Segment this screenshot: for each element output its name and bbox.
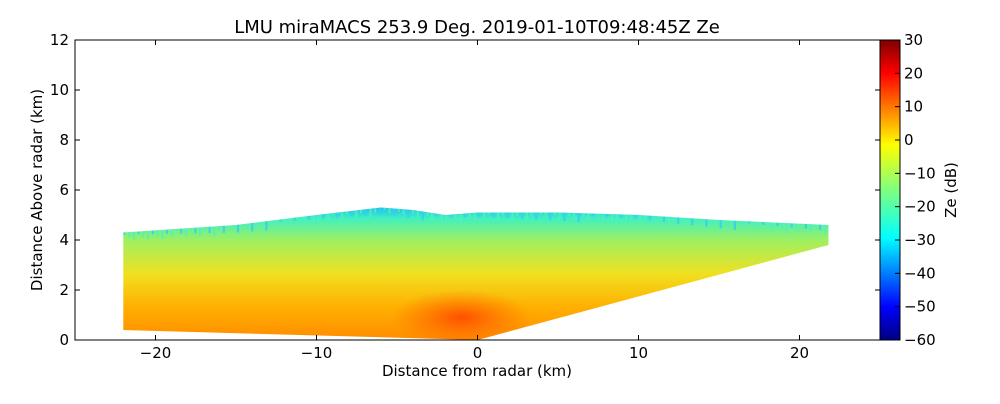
reflectivity-field (123, 207, 829, 340)
x-tick-label: 10 (629, 344, 648, 362)
reflectivity-area (123, 207, 829, 340)
colorbar-tick-label: −10 (904, 164, 936, 182)
y-tick-label: 6 (59, 181, 69, 199)
y-tick-label: 2 (59, 281, 69, 299)
y-tick-label: 8 (59, 131, 69, 149)
colorbar-tick-label: −60 (904, 331, 936, 349)
y-axis: 0 2 4 6 8 10 12 (50, 31, 880, 349)
x-tick-label: 0 (473, 344, 483, 362)
y-tick-label: 4 (59, 231, 69, 249)
colorbar-tick-label: 0 (904, 131, 914, 149)
x-tick-label: −20 (140, 344, 172, 362)
colorbar-tick-label: 20 (904, 64, 923, 82)
reflectivity-texture (123, 207, 829, 340)
x-tick-label: −10 (301, 344, 333, 362)
colorbar-tick-label: −20 (904, 198, 936, 216)
x-tick-label: 20 (790, 344, 809, 362)
y-tick-label: 0 (59, 331, 69, 349)
x-axis: −20 −10 0 10 20 (140, 40, 809, 362)
colorbar-ticks: −60 −50 −40 −30 −20 −10 0 10 20 30 (895, 31, 936, 349)
x-axis-label: Distance from radar (km) (382, 362, 572, 380)
colorbar-tick-label: −40 (904, 264, 936, 282)
colorbar-tick-label: 30 (904, 31, 923, 49)
chart-title: LMU miraMACS 253.9 Deg. 2019-01-10T09:48… (234, 17, 720, 38)
y-axis-label: Distance Above radar (km) (28, 89, 46, 291)
colorbar-tick-label: −50 (904, 298, 936, 316)
reflectivity-peak (391, 289, 532, 340)
colorbar-tick-label: 10 (904, 98, 923, 116)
colorbar-tick-label: −30 (904, 231, 936, 249)
y-tick-label: 12 (50, 31, 69, 49)
colorbar (879, 39, 901, 341)
y-tick-label: 10 (50, 81, 69, 99)
colorbar-label: Ze (dB) (942, 162, 960, 218)
